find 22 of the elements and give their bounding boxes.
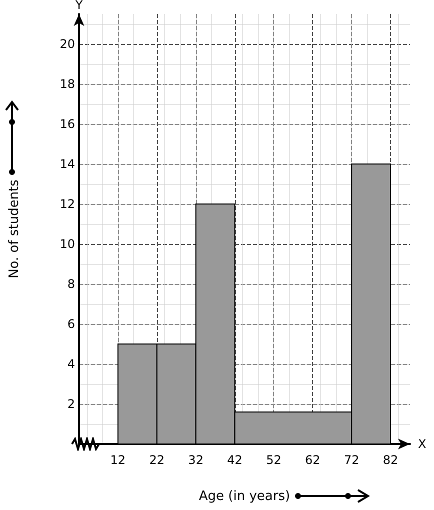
x-tick-label: 62 [305, 453, 320, 467]
y-tick-label: 6 [67, 317, 75, 331]
x-tick-label: 42 [227, 453, 242, 467]
x-tick-label: 22 [149, 453, 165, 467]
x-tick-label: 82 [382, 453, 398, 467]
y-tick-label: 18 [60, 77, 75, 91]
y-tick-label: 12 [60, 197, 75, 211]
y-tick-label: 2 [67, 397, 75, 411]
x-tick-label: 52 [266, 453, 282, 467]
y-tick-label: 16 [60, 117, 75, 131]
x-tick-label: 12 [110, 453, 126, 467]
y-tick-label: 20 [60, 37, 75, 51]
y-tick-label: 4 [67, 357, 75, 371]
y-axis-title: No. of students [7, 179, 22, 278]
text: X [418, 437, 426, 451]
x-tick-label: 32 [188, 453, 204, 467]
y-tick-label: 14 [60, 157, 75, 171]
x-axis-title: Age (in years) [198, 489, 290, 504]
y-tick-label: 10 [60, 237, 75, 251]
x-tick-label: 72 [344, 453, 360, 467]
text: Y [74, 0, 84, 12]
y-tick-label: 8 [67, 277, 75, 291]
